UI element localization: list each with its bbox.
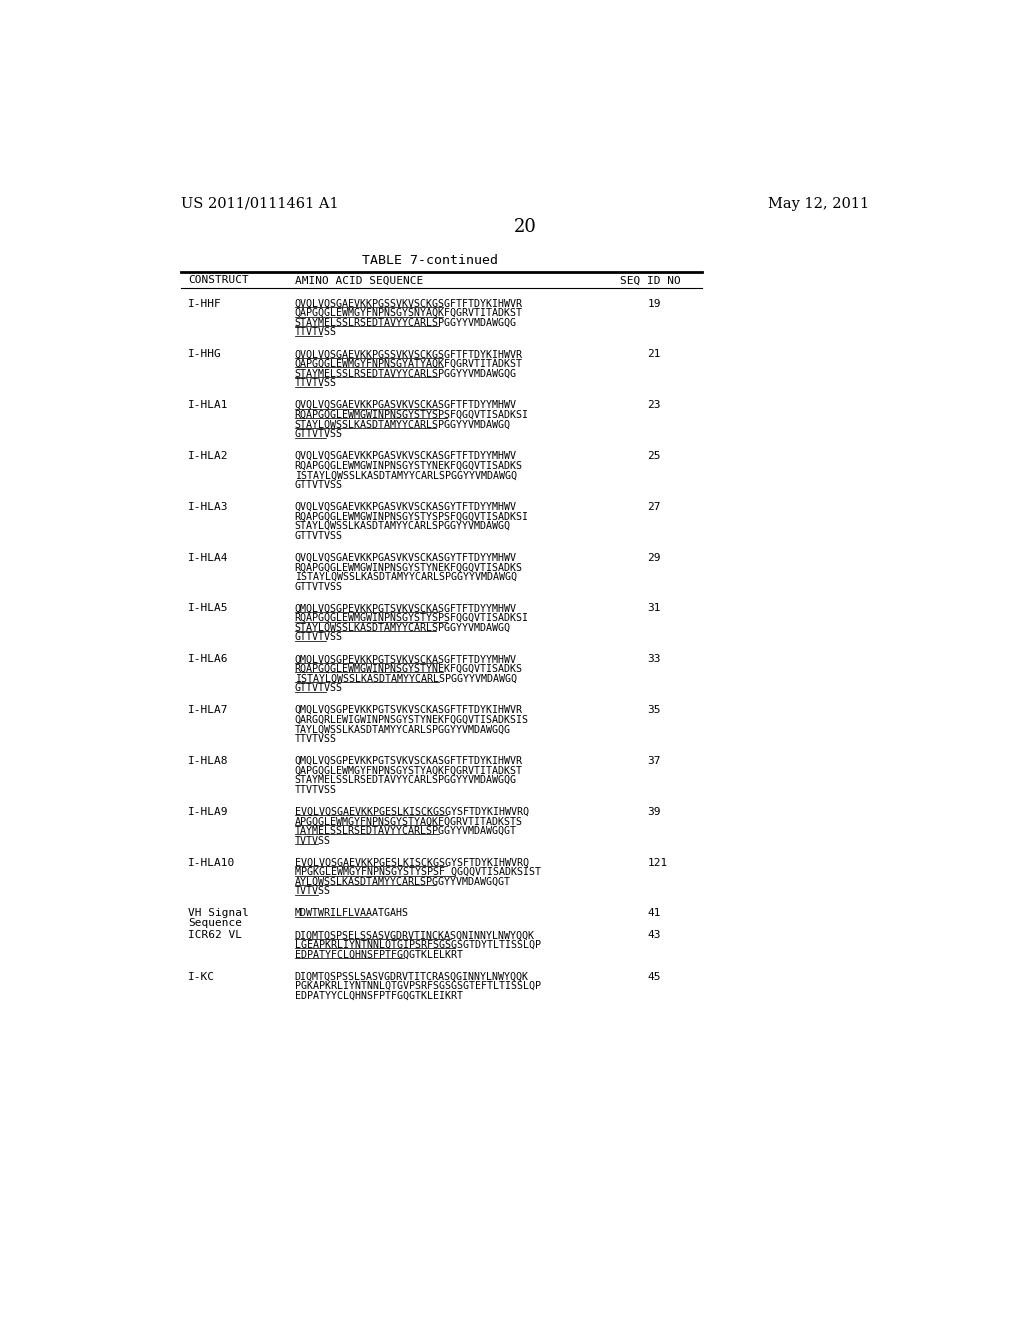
Text: EVQLVQSGAEVKKPGESLKISCKGSGYSFTDYKIHWVRQ: EVQLVQSGAEVKKPGESLKISCKGSGYSFTDYKIHWVRQ <box>295 858 528 867</box>
Text: SEQ ID NO: SEQ ID NO <box>621 276 681 285</box>
Text: TAYMELSSLRSEDTAVYYCARLSPGGYYVMDAWGQGT: TAYMELSSLRSEDTAVYYCARLSPGGYYVMDAWGQGT <box>295 826 517 836</box>
Text: STAYMELSSLRSEDTAVYYCARLSPGGYYVMDAWGQG: STAYMELSSLRSEDTAVYYCARLSPGGYYVMDAWGQG <box>295 368 517 379</box>
Text: GTTVTVSS: GTTVTVSS <box>295 582 343 591</box>
Text: 43: 43 <box>647 931 660 940</box>
Text: RQAPGQGLEWMGWINPNSGYSTYNEKFQGQVTISADKS: RQAPGQGLEWMGWINPNSGYSTYNEKFQGQVTISADKS <box>295 461 522 471</box>
Text: STAYMELSSLRSEDTAVYYCARLSPGGYYVMDAWGQG: STAYMELSSLRSEDTAVYYCARLSPGGYYVMDAWGQG <box>295 318 517 327</box>
Text: TTVTVSS: TTVTVSS <box>295 379 337 388</box>
Text: 27: 27 <box>647 502 660 512</box>
Text: STAYLQWSSLKASDTAMYYCARLSPGGYYVMDAWGQ: STAYLQWSSLKASDTAMYYCARLSPGGYYVMDAWGQ <box>295 623 511 632</box>
Text: I-HLA4: I-HLA4 <box>188 553 229 562</box>
Text: 20: 20 <box>513 218 537 236</box>
Text: TTVTVSS: TTVTVSS <box>295 327 337 338</box>
Text: QAPGQGLEWMGYFNPNSGYSNYAQKFQGRVTITADKST: QAPGQGLEWMGYFNPNSGYSNYAQKFQGRVTITADKST <box>295 308 522 318</box>
Text: I-HLA10: I-HLA10 <box>188 858 236 867</box>
Text: 19: 19 <box>647 298 660 309</box>
Text: I-HHF: I-HHF <box>188 298 222 309</box>
Text: May 12, 2011: May 12, 2011 <box>768 197 869 211</box>
Text: MDWTWRILFLVAAATGAHS: MDWTWRILFLVAAATGAHS <box>295 908 409 919</box>
Text: 35: 35 <box>647 705 660 715</box>
Text: I-HHG: I-HHG <box>188 350 222 359</box>
Text: 33: 33 <box>647 655 660 664</box>
Text: QMQLVQSGPEVKKPGTSVKVSCKASGFTFTDYYMHWV: QMQLVQSGPEVKKPGTSVKVSCKASGFTFTDYYMHWV <box>295 603 517 614</box>
Text: GTTVTVSS: GTTVTVSS <box>295 684 343 693</box>
Text: MPGKGLEWMGYFNPNSGYSTYSPSF QGQQVTISADKSIST: MPGKGLEWMGYFNPNSGYSTYSPSF QGQQVTISADKSIS… <box>295 867 541 878</box>
Text: RQAPGQGLEWMGWINPNSGYSTYSPSFQGQVTISADKSI: RQAPGQGLEWMGWINPNSGYSTYSPSFQGQVTISADKSI <box>295 612 528 623</box>
Text: ICR62 VL: ICR62 VL <box>188 931 243 940</box>
Text: AMINO ACID SEQUENCE: AMINO ACID SEQUENCE <box>295 276 423 285</box>
Text: QVQLVQSGAEVKKPGSSVKVSCKGSGFTFTDYKIHWVR: QVQLVQSGAEVKKPGSSVKVSCKGSGFTFTDYKIHWVR <box>295 298 522 309</box>
Text: APGQGLEWMGYFNPNSGYSTYAQKFQGRVTITADKSTS: APGQGLEWMGYFNPNSGYSTYAQKFQGRVTITADKSTS <box>295 816 522 826</box>
Text: RQAPGQGLEWMGWINPNSGYSTYSPSFQGQVTISADKSI: RQAPGQGLEWMGWINPNSGYSTYSPSFQGQVTISADKSI <box>295 511 528 521</box>
Text: PGKAPKRLIYNTNNLQTGVPSRFSGSGSGTEFTLTISSLQP: PGKAPKRLIYNTNNLQTGVPSRFSGSGSGTEFTLTISSLQ… <box>295 981 541 991</box>
Text: STAYLQWSSLKASDTAMYYCARLSPGGYYVMDAWGQ: STAYLQWSSLKASDTAMYYCARLSPGGYYVMDAWGQ <box>295 521 511 531</box>
Text: 23: 23 <box>647 400 660 411</box>
Text: 25: 25 <box>647 451 660 461</box>
Text: QMQLVQSGPEVKKPGTSVKVSCKASGFTFTDYKIHWVR: QMQLVQSGPEVKKPGTSVKVSCKASGFTFTDYKIHWVR <box>295 756 522 766</box>
Text: TABLE 7-continued: TABLE 7-continued <box>362 253 499 267</box>
Text: CONSTRUCT: CONSTRUCT <box>188 276 249 285</box>
Text: EDPATYFCLQHNSFPTFGQGTKLELKRT: EDPATYFCLQHNSFPTFGQGTKLELKRT <box>295 949 463 960</box>
Text: ISTAYLQWSSLKASDTAMYYCARLSPGGYYVMDAWGQ: ISTAYLQWSSLKASDTAMYYCARLSPGGYYVMDAWGQ <box>295 572 517 582</box>
Text: I-HLA2: I-HLA2 <box>188 451 229 461</box>
Text: ISTAYLQWSSLKASDTAMYYCARLSPGGYYVMDAWGQ: ISTAYLQWSSLKASDTAMYYCARLSPGGYYVMDAWGQ <box>295 673 517 684</box>
Text: GTTVTVSS: GTTVTVSS <box>295 480 343 490</box>
Text: VH Signal: VH Signal <box>188 908 249 919</box>
Text: TTVTVSS: TTVTVSS <box>295 734 337 744</box>
Text: QAPGQGLEWMGYFNPNSGYATYAQKFQGRVTITADKST: QAPGQGLEWMGYFNPNSGYATYAQKFQGRVTITADKST <box>295 359 522 370</box>
Text: DIQMTQSPSELSSASVGDRVTINCKASQNINNYLNWYQQK: DIQMTQSPSELSSASVGDRVTINCKASQNINNYLNWYQQK <box>295 931 535 940</box>
Text: 121: 121 <box>647 858 668 867</box>
Text: I-HLA8: I-HLA8 <box>188 756 229 766</box>
Text: 31: 31 <box>647 603 660 614</box>
Text: QVQLVQSGAEVKKPGSSVKVSCKGSGFTFTDYKIHWVR: QVQLVQSGAEVKKPGSSVKVSCKGSGFTFTDYKIHWVR <box>295 350 522 359</box>
Text: ISTAYLQWSSLKASDTAMYYCARLSPGGYYVMDAWGQ: ISTAYLQWSSLKASDTAMYYCARLSPGGYYVMDAWGQ <box>295 470 517 480</box>
Text: LGEAPKRLIYNTNNLQTGIPSRFSGSGSGTDYTLTISSLQP: LGEAPKRLIYNTNNLQTGIPSRFSGSGSGTDYTLTISSLQ… <box>295 940 541 950</box>
Text: 29: 29 <box>647 553 660 562</box>
Text: STAYLQWSSLKASDTAMYYCARLSPGGYYVMDAWGQ: STAYLQWSSLKASDTAMYYCARLSPGGYYVMDAWGQ <box>295 420 511 429</box>
Text: I-HLA5: I-HLA5 <box>188 603 229 614</box>
Text: I-HLA6: I-HLA6 <box>188 655 229 664</box>
Text: 37: 37 <box>647 756 660 766</box>
Text: I-HLA9: I-HLA9 <box>188 807 229 817</box>
Text: TVTVSS: TVTVSS <box>295 887 331 896</box>
Text: 39: 39 <box>647 807 660 817</box>
Text: GTTVTVSS: GTTVTVSS <box>295 632 343 643</box>
Text: TVTVSS: TVTVSS <box>295 836 331 846</box>
Text: QVQLVQSGAEVKKPGASVKVSCKASGYTFTDYYMHWV: QVQLVQSGAEVKKPGASVKVSCKASGYTFTDYYMHWV <box>295 502 517 512</box>
Text: I-HLA1: I-HLA1 <box>188 400 229 411</box>
Text: DIQMTQSPSSLSASVGDRVTITCRASQGINNYLNWYQQK: DIQMTQSPSSLSASVGDRVTITCRASQGINNYLNWYQQK <box>295 972 528 982</box>
Text: EDPATYYCLQHNSFPTFGQGTKLEIKRT: EDPATYYCLQHNSFPTFGQGTKLEIKRT <box>295 991 463 1001</box>
Text: RQAPGQGLEWMGWINPNSGYSTYSPSFQGQVTISADKSI: RQAPGQGLEWMGWINPNSGYSTYSPSFQGQVTISADKSI <box>295 409 528 420</box>
Text: 21: 21 <box>647 350 660 359</box>
Text: RQAPGQGLEWMGWINPNSGYSTYNEKFQGQVTISADKS: RQAPGQGLEWMGWINPNSGYSTYNEKFQGQVTISADKS <box>295 664 522 675</box>
Text: AYLQWSSLKASDTAMYYCARLSPGGYYVMDAWGQGT: AYLQWSSLKASDTAMYYCARLSPGGYYVMDAWGQGT <box>295 876 511 887</box>
Text: RQAPGQGLEWMGWINPNSGYSTYNEKFQGQVTISADKS: RQAPGQGLEWMGWINPNSGYSTYNEKFQGQVTISADKS <box>295 562 522 573</box>
Text: I-HLA3: I-HLA3 <box>188 502 229 512</box>
Text: QMQLVQSGPEVKKPGTSVKVSCKASGFTFTDYYMHWV: QMQLVQSGPEVKKPGTSVKVSCKASGFTFTDYYMHWV <box>295 655 517 664</box>
Text: QVQLVQSGAEVKKPGASVKVSCKASGFTFTDYYMHWV: QVQLVQSGAEVKKPGASVKVSCKASGFTFTDYYMHWV <box>295 451 517 461</box>
Text: Sequence: Sequence <box>188 919 243 928</box>
Text: QARGQRLEWIGWINPNSGYSTYNEKFQGQVTISADKSIS: QARGQRLEWIGWINPNSGYSTYNEKFQGQVTISADKSIS <box>295 714 528 725</box>
Text: 41: 41 <box>647 908 660 919</box>
Text: QVQLVQSGAEVKKPGASVKVSCKASGFTFTDYYMHWV: QVQLVQSGAEVKKPGASVKVSCKASGFTFTDYYMHWV <box>295 400 517 411</box>
Text: US 2011/0111461 A1: US 2011/0111461 A1 <box>180 197 338 211</box>
Text: STAYMELSSLRSEDTAVYYCARLSPGGYYVMDAWGQG: STAYMELSSLRSEDTAVYYCARLSPGGYYVMDAWGQG <box>295 775 517 785</box>
Text: TTVTVSS: TTVTVSS <box>295 785 337 795</box>
Text: 45: 45 <box>647 972 660 982</box>
Text: TAYLQWSSLKASDTAMYYCARLSPGGYYVMDAWGQG: TAYLQWSSLKASDTAMYYCARLSPGGYYVMDAWGQG <box>295 725 511 734</box>
Text: I-HLA7: I-HLA7 <box>188 705 229 715</box>
Text: QMQLVQSGPEVKKPGTSVKVSCKASGFTFTDYKIHWVR: QMQLVQSGPEVKKPGTSVKVSCKASGFTFTDYKIHWVR <box>295 705 522 715</box>
Text: GTTVTVSS: GTTVTVSS <box>295 531 343 541</box>
Text: QVQLVQSGAEVKKPGASVKVSCKASGYTFTDYYMHWV: QVQLVQSGAEVKKPGASVKVSCKASGYTFTDYYMHWV <box>295 553 517 562</box>
Text: I-KC: I-KC <box>188 972 215 982</box>
Text: QAPGQGLEWMGYFNPNSGYSTYAQKFQGRVTITADKST: QAPGQGLEWMGYFNPNSGYSTYAQKFQGRVTITADKST <box>295 766 522 776</box>
Text: GTTVTVSS: GTTVTVSS <box>295 429 343 440</box>
Text: EVQLVQSGAEVKKPGESLKISCKGSGYSFTDYKIHWVRQ: EVQLVQSGAEVKKPGESLKISCKGSGYSFTDYKIHWVRQ <box>295 807 528 817</box>
